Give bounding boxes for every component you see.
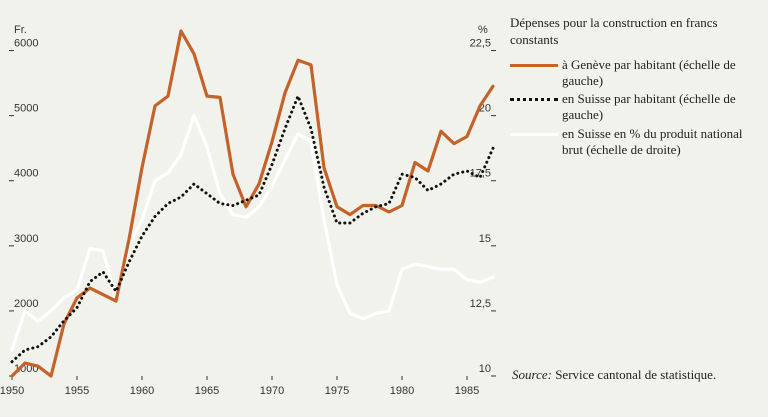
y-left-tick-label: 3000 bbox=[14, 233, 38, 245]
x-tick-label: 1975 bbox=[325, 385, 349, 397]
series-line-geneve bbox=[10, 29, 495, 378]
x-tick-label: 1950 bbox=[0, 385, 24, 397]
x-tick-label: 1970 bbox=[260, 385, 284, 397]
plot-lines bbox=[10, 29, 495, 378]
y-right-tick-label: 22,5 bbox=[470, 38, 491, 50]
y-left-tick-label: 4000 bbox=[14, 168, 38, 180]
source-note: Source: Service cantonal de statistique. bbox=[512, 367, 716, 383]
series-line-suisse bbox=[10, 94, 495, 364]
y-left-tick-label: 5000 bbox=[14, 103, 38, 115]
legend-title: Dépenses pour la construction en francs … bbox=[510, 15, 718, 47]
legend-swatch-geneve bbox=[510, 64, 558, 67]
x-tick-label: 1955 bbox=[65, 385, 89, 397]
y-left-tick-label: 6000 bbox=[14, 38, 38, 50]
y-right-axis-label: % bbox=[478, 24, 488, 36]
y-right-tick-label: 17,5 bbox=[470, 168, 491, 180]
y-right-tick-label: 15 bbox=[479, 233, 491, 245]
y-right-tick-label: 10 bbox=[479, 363, 491, 375]
legend-swatch-suisse-pnb bbox=[510, 133, 558, 136]
y-left-axis-label: Fr. bbox=[14, 24, 27, 36]
x-tick-label: 1960 bbox=[130, 385, 154, 397]
legend-swatch-suisse bbox=[510, 98, 558, 101]
y-left-tick-label: 2000 bbox=[14, 298, 38, 310]
x-tick-label: 1965 bbox=[195, 385, 219, 397]
x-tick-label: 1980 bbox=[390, 385, 414, 397]
x-axis-ticks: 1950 1955 1960 1965 1970 1975 1980 1985 bbox=[0, 376, 479, 397]
series-line-suisse-pnb bbox=[10, 113, 495, 352]
legend-label-suisse: en Suisse par habitant (échelle de gauch… bbox=[562, 91, 736, 122]
legend-label-geneve: à Genève par habitant (échelle de gauche… bbox=[562, 57, 736, 88]
x-tick-label: 1985 bbox=[455, 385, 479, 397]
legend-label-suisse-pnb: en Suisse en % du produit national brut … bbox=[562, 126, 743, 157]
source-text: Service cantonal de statistique. bbox=[555, 367, 717, 382]
y-right-tick-label: 12,5 bbox=[470, 298, 491, 310]
source-label: Source: bbox=[512, 367, 552, 382]
